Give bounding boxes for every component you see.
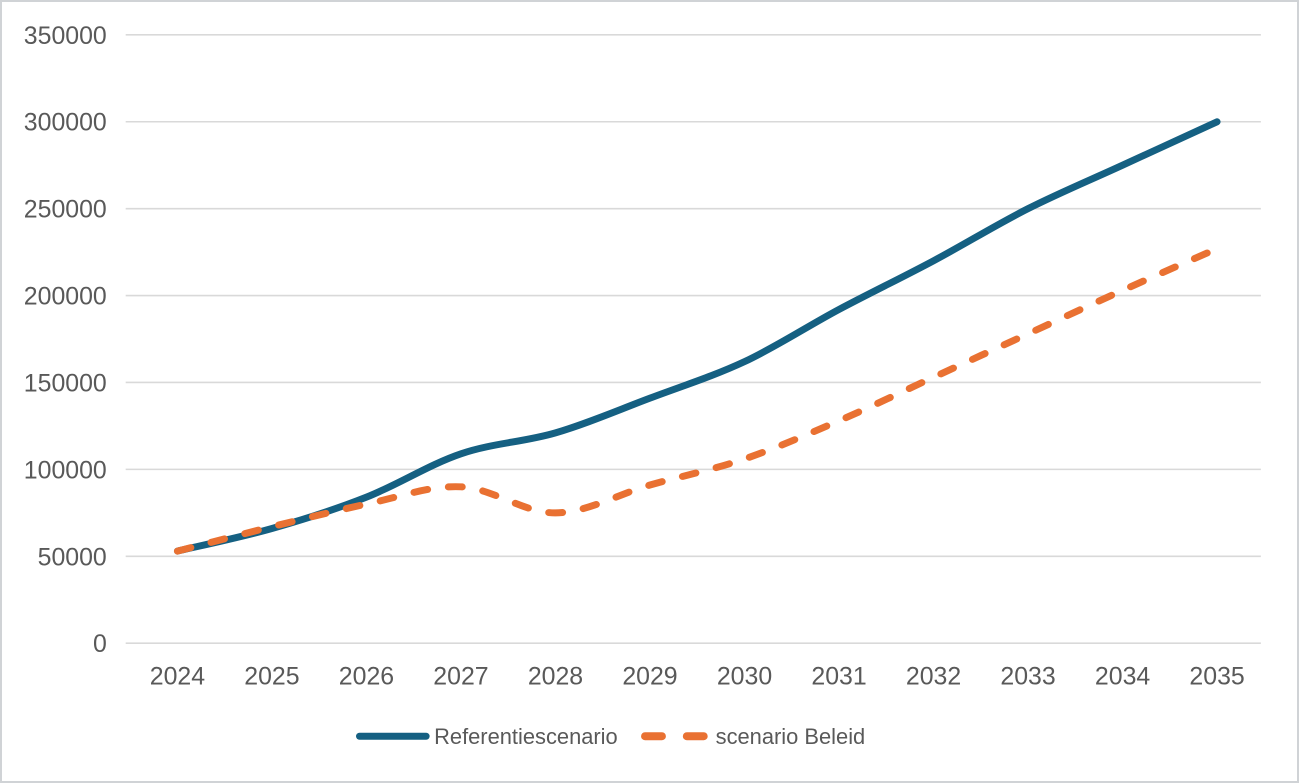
x-axis-tick-label: 2025 [244,662,299,690]
x-axis-tick-label: 2030 [717,662,772,690]
gridlines [125,34,1261,645]
legend-item-scenario-beleid: scenario Beleid [641,724,866,749]
x-axis-tick-label: 2034 [1095,662,1150,690]
y-axis-tick-label: 50000 [38,543,107,571]
legend-label: Referentiescenario [434,724,618,749]
y-axis-tick-label: 350000 [24,22,107,50]
legend-item-referentiescenario: Referentiescenario [356,724,618,749]
x-axis-tick-label: 2027 [433,662,488,690]
y-axis-tick-label: 300000 [24,109,107,137]
y-axis-labels: 0 50000 100000 150000 200000 250000 300000 3500… [24,22,107,658]
y-axis-tick-label: 0 [93,630,107,658]
x-axis-tick-label: 2035 [1189,662,1244,690]
x-axis-tick-label: 2024 [150,662,205,690]
x-axis-tick-label: 2031 [811,662,866,690]
x-axis-tick-label: 2032 [906,662,961,690]
series-lines [173,118,1221,555]
legend-label: scenario Beleid [716,724,866,749]
legend: Referentiescenario scenario Beleid [356,724,866,749]
y-axis-tick-label: 100000 [24,456,107,484]
series-line-scenario-beleid [173,245,1221,555]
x-axis-tick-label: 2029 [622,662,677,690]
series-line-referentiescenario [173,118,1221,555]
x-axis-tick-label: 2026 [339,662,394,690]
x-axis-tick-label: 2028 [528,662,583,690]
x-axis-labels: 2024 2025 2026 2027 2028 2029 2030 2031 2032 2033… [150,662,1245,690]
y-axis-tick-label: 200000 [24,283,107,311]
y-axis-tick-label: 250000 [24,196,107,224]
y-axis-tick-label: 150000 [24,369,107,397]
x-axis-tick-label: 2033 [1000,662,1055,690]
